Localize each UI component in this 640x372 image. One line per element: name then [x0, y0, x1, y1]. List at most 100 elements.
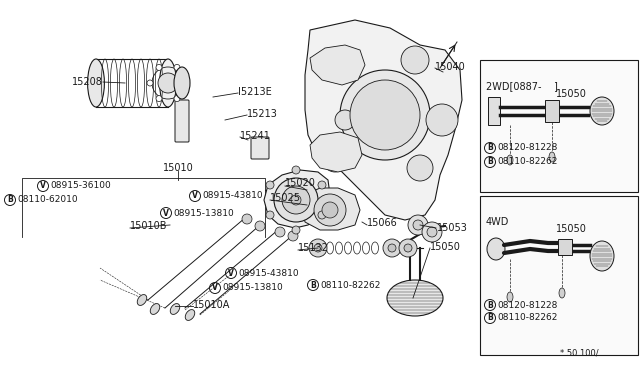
Circle shape — [255, 221, 265, 231]
Text: 15020: 15020 — [285, 178, 316, 188]
Text: 15213: 15213 — [247, 109, 278, 119]
Circle shape — [322, 202, 338, 218]
Circle shape — [383, 239, 401, 257]
Text: 15050: 15050 — [556, 89, 587, 99]
Text: 2WD[0887-    ]: 2WD[0887- ] — [486, 81, 558, 91]
Circle shape — [408, 215, 428, 235]
Circle shape — [292, 226, 300, 234]
Bar — [545, 100, 559, 122]
Text: 15053: 15053 — [437, 223, 468, 233]
Bar — [480, 60, 638, 192]
Text: V: V — [212, 283, 218, 292]
Circle shape — [274, 178, 318, 222]
Circle shape — [309, 239, 327, 257]
Text: 15208: 15208 — [72, 77, 103, 87]
Text: 08915-43810: 08915-43810 — [202, 192, 263, 201]
Circle shape — [314, 194, 346, 226]
Text: 08120-81228: 08120-81228 — [497, 301, 558, 310]
Circle shape — [388, 244, 396, 252]
Ellipse shape — [88, 59, 104, 107]
Ellipse shape — [159, 59, 177, 107]
Bar — [480, 196, 638, 355]
Text: B: B — [487, 144, 493, 153]
Circle shape — [156, 96, 162, 102]
Ellipse shape — [507, 155, 513, 165]
Circle shape — [404, 244, 412, 252]
Circle shape — [407, 155, 433, 181]
Circle shape — [158, 73, 178, 93]
Text: 08110-82262: 08110-82262 — [497, 314, 558, 323]
Circle shape — [275, 227, 285, 237]
Text: 08110-82262: 08110-82262 — [321, 280, 381, 289]
Polygon shape — [310, 45, 365, 85]
Text: 15010: 15010 — [163, 163, 193, 173]
Circle shape — [242, 214, 252, 224]
Polygon shape — [305, 20, 462, 220]
Circle shape — [427, 227, 437, 237]
Text: 15066: 15066 — [367, 218, 397, 228]
Circle shape — [426, 104, 458, 136]
Circle shape — [413, 220, 423, 230]
Text: 08915-36100: 08915-36100 — [51, 182, 111, 190]
Circle shape — [174, 64, 180, 70]
Text: 08915-13810: 08915-13810 — [173, 208, 234, 218]
Text: 08915-13810: 08915-13810 — [223, 283, 284, 292]
FancyBboxPatch shape — [175, 100, 189, 142]
Text: V: V — [192, 192, 198, 201]
Circle shape — [147, 80, 153, 86]
Text: V: V — [163, 208, 169, 218]
Text: 08915-43810: 08915-43810 — [239, 269, 299, 278]
Ellipse shape — [150, 304, 160, 314]
Circle shape — [401, 46, 429, 74]
Ellipse shape — [487, 238, 505, 260]
Ellipse shape — [549, 152, 555, 162]
Text: 08110-62010: 08110-62010 — [17, 196, 78, 205]
Text: B: B — [310, 280, 316, 289]
Circle shape — [288, 231, 298, 241]
Ellipse shape — [387, 280, 443, 316]
Ellipse shape — [170, 304, 180, 314]
Circle shape — [292, 166, 300, 174]
Text: 15132: 15132 — [298, 243, 329, 253]
Circle shape — [322, 47, 358, 83]
Bar — [488, 97, 500, 125]
Circle shape — [156, 64, 162, 70]
Circle shape — [183, 80, 189, 86]
Ellipse shape — [185, 310, 195, 320]
Circle shape — [335, 110, 355, 130]
FancyBboxPatch shape — [251, 137, 269, 159]
Text: 15050: 15050 — [556, 224, 587, 234]
Text: B: B — [487, 314, 493, 323]
Ellipse shape — [559, 288, 565, 298]
Text: 08110-82262: 08110-82262 — [497, 157, 558, 167]
Ellipse shape — [507, 292, 513, 302]
Circle shape — [422, 222, 442, 242]
Circle shape — [174, 96, 180, 102]
Circle shape — [282, 186, 310, 214]
Bar — [558, 239, 572, 255]
Circle shape — [399, 239, 417, 257]
Text: 15241: 15241 — [240, 131, 271, 141]
Polygon shape — [264, 170, 330, 228]
Ellipse shape — [590, 97, 614, 125]
Polygon shape — [310, 132, 362, 172]
Text: V: V — [228, 269, 234, 278]
Text: 15010A: 15010A — [193, 300, 230, 310]
Circle shape — [314, 244, 322, 252]
Text: 15025: 15025 — [270, 193, 301, 203]
Circle shape — [323, 148, 347, 172]
Text: B: B — [487, 301, 493, 310]
Text: 4WD: 4WD — [486, 217, 509, 227]
Text: B: B — [7, 196, 13, 205]
Circle shape — [291, 195, 301, 205]
Text: 15040: 15040 — [435, 62, 466, 72]
Text: I5213E: I5213E — [238, 87, 272, 97]
Circle shape — [266, 181, 274, 189]
Circle shape — [318, 181, 326, 189]
Circle shape — [318, 211, 326, 219]
Text: 15050: 15050 — [430, 242, 461, 252]
Ellipse shape — [137, 295, 147, 305]
Text: V: V — [40, 182, 46, 190]
Circle shape — [266, 211, 274, 219]
Ellipse shape — [174, 67, 190, 99]
